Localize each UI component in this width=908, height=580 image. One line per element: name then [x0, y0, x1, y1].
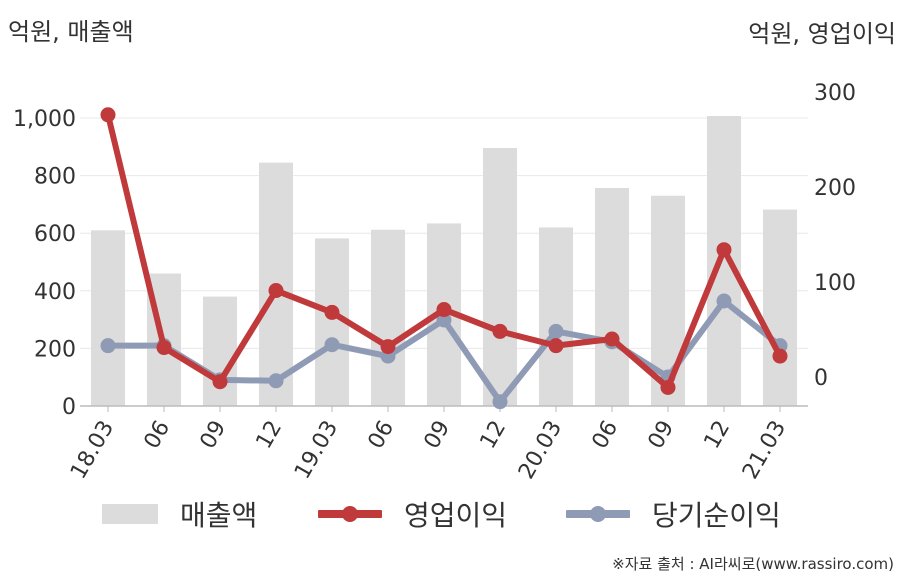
- bar-revenue-21.03: [763, 209, 797, 406]
- right-tick-label: 100: [814, 271, 856, 296]
- bar-revenue-06: [595, 187, 629, 406]
- operating-profit-point-06: [604, 331, 620, 347]
- x-tick-label: 09: [420, 417, 456, 454]
- net-income-point-12: [492, 394, 508, 410]
- operating-profit-point-09: [660, 379, 676, 395]
- combo-chart: 0 200 400 600 800 1,000 0 100 200 300 18.03 06 09 1…: [13, 81, 856, 481]
- operating-profit-point-06: [156, 340, 172, 356]
- left-tick-label: 0: [62, 395, 76, 420]
- operating-profit-point-12: [268, 283, 284, 299]
- x-tick-label: 20.03: [514, 417, 567, 481]
- left-tick-label: 800: [34, 165, 76, 190]
- legend-item-net-income: 당기순이익: [566, 494, 781, 534]
- left-tick-label: 1,000: [13, 107, 76, 132]
- operating-profit-point-09: [212, 374, 228, 390]
- bar-revenue-09: [203, 296, 237, 406]
- left-axis-unit: 억원, 매출액: [8, 18, 134, 46]
- x-tick-label: 12: [252, 417, 288, 454]
- legend-swatch-revenue: [102, 504, 158, 524]
- operating-profit-point-20.03: [548, 338, 564, 354]
- operating-profit-point-06: [380, 339, 396, 355]
- legend: 매출액 영업이익 당기순이익: [0, 494, 908, 534]
- legend-label-revenue: 매출액: [180, 499, 258, 532]
- left-tick-label: 200: [34, 337, 76, 362]
- x-tick-label: 18.03: [66, 417, 119, 481]
- legend-label-net-income: 당기순이익: [652, 499, 781, 532]
- operating-profit-point-19.03: [324, 304, 340, 320]
- x-tick-label: 12: [700, 417, 736, 454]
- bar-revenue-18.03: [91, 230, 125, 406]
- net-income-point-18.03: [100, 338, 116, 354]
- right-tick-label: 300: [814, 81, 856, 106]
- net-income-point-09: [436, 312, 452, 328]
- bar-revenue-06: [371, 229, 405, 406]
- x-tick-label: 09: [196, 417, 232, 454]
- net-income-point-12: [716, 293, 732, 309]
- left-axis-ticks: 0 200 400 600 800 1,000: [13, 107, 76, 420]
- left-tick-label: 400: [34, 280, 76, 305]
- x-tick-label: 09: [644, 417, 680, 454]
- x-tick-label: 06: [140, 417, 176, 454]
- net-income-point-12: [268, 373, 284, 389]
- net-income-point-19.03: [324, 337, 340, 353]
- x-tick-label: 06: [364, 417, 400, 454]
- legend-label-operating-profit: 영업이익: [404, 499, 508, 532]
- right-axis-unit: 억원, 영업이익: [748, 20, 896, 48]
- x-axis-ticks: 18.03 06 09 12 19.03 06 09 12 20.03 06 09 12 21.03: [66, 417, 791, 481]
- x-tick-label: 19.03: [290, 417, 343, 481]
- bar-revenue-20.03: [539, 227, 573, 406]
- axes: [80, 405, 808, 412]
- source-credit: ※자료 출처 : AI라씨로(www.rassiro.com): [612, 555, 894, 573]
- legend-swatch-operating-profit: [318, 504, 382, 524]
- legend-item-revenue: 매출액: [102, 494, 257, 534]
- left-tick-label: 600: [34, 222, 76, 247]
- operating-profit-point-12: [716, 242, 732, 258]
- legend-swatch-net-income: [566, 504, 630, 524]
- bar-revenue-12: [483, 147, 517, 406]
- operating-profit-point-12: [492, 323, 508, 339]
- x-tick-label: 06: [588, 417, 624, 454]
- operating-profit-point-09: [436, 302, 452, 318]
- legend-item-operating-profit: 영업이익: [318, 494, 507, 534]
- operating-profit-point-21.03: [772, 348, 788, 364]
- operating-profit-point-18.03: [100, 107, 116, 123]
- right-axis-ticks: 0 100 200 300: [814, 81, 856, 391]
- right-tick-label: 0: [814, 366, 828, 391]
- x-tick-label: 21.03: [738, 417, 791, 481]
- net-income-point-20.03: [548, 323, 564, 339]
- bar-revenue-12: [707, 115, 741, 406]
- profit-lines: [100, 107, 788, 410]
- x-tick-label: 12: [476, 417, 512, 454]
- right-tick-label: 200: [814, 176, 856, 201]
